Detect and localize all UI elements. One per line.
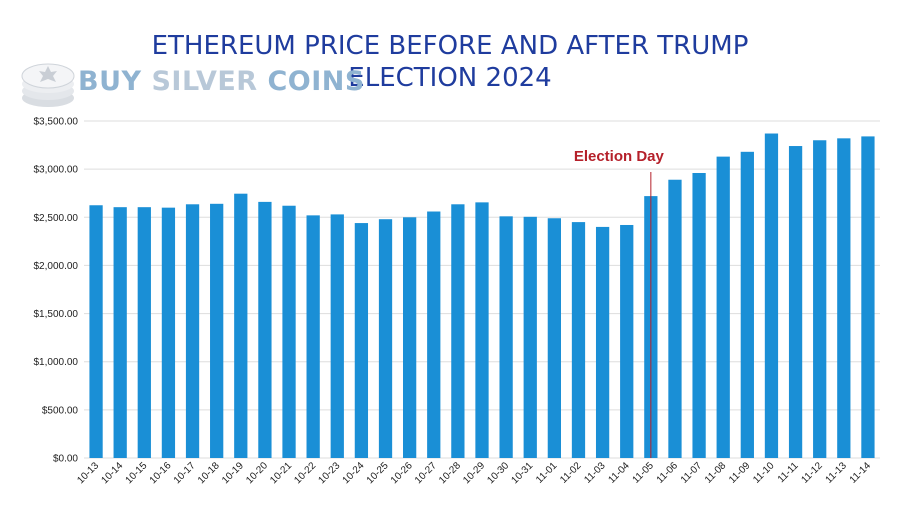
x-tick-label: 11-12	[799, 460, 825, 486]
bar-10-16	[161, 207, 176, 458]
x-tick-label: 10-13	[75, 460, 101, 486]
y-tick-label: $2,500.00	[34, 213, 79, 224]
annotations: Election Day	[574, 148, 665, 458]
bar-11-03	[595, 226, 610, 458]
x-tick-label: 10-27	[413, 460, 439, 486]
x-tick-label: 11-10	[751, 460, 777, 486]
x-tick-label: 10-19	[220, 460, 246, 486]
x-axis: 10-1310-1410-1510-1610-1710-1810-1910-20…	[75, 460, 873, 486]
logo-word-coins: COINS	[267, 66, 365, 97]
x-tick-label: 11-01	[534, 460, 560, 486]
bar-10-27	[427, 211, 441, 458]
x-tick-label: 11-02	[558, 460, 584, 486]
y-tick-label: $3,000.00	[34, 165, 79, 176]
x-tick-label: 10-21	[268, 460, 294, 486]
x-tick-label: 11-11	[776, 460, 801, 485]
silver-coin-stack-icon	[21, 63, 75, 107]
x-tick-label: 11-09	[727, 460, 753, 486]
x-tick-label: 11-06	[655, 460, 681, 486]
y-axis: $0.00 $500.00 $1,000.00 $1,500.00 $2,000.00 $…	[34, 117, 79, 465]
brand-logo: BUY SILVER COINS	[20, 58, 364, 110]
x-tick-label: 10-15	[124, 460, 150, 486]
y-tick-label: $500.00	[42, 405, 79, 416]
bar-11-13	[837, 138, 851, 458]
x-tick-label: 10-17	[172, 460, 198, 486]
bar-10-28	[451, 204, 465, 458]
x-tick-label: 11-13	[824, 460, 850, 486]
bar-11-12	[813, 140, 827, 458]
bar-11-09	[740, 151, 754, 458]
bar-11-08	[716, 156, 730, 458]
bar-11-11	[788, 146, 803, 458]
bar-11-07	[692, 172, 706, 458]
x-tick-label: 10-22	[292, 460, 318, 486]
x-tick-label: 10-31	[509, 460, 535, 486]
x-tick-label: 10-29	[461, 460, 487, 486]
x-tick-label: 11-07	[679, 460, 705, 486]
x-tick-label: 11-08	[703, 460, 729, 486]
bar-11-06	[668, 179, 682, 458]
logo-word-buy: BUY	[78, 66, 142, 97]
bar-10-20	[258, 201, 272, 458]
bar-10-18	[210, 203, 224, 458]
bar-10-29	[475, 202, 489, 458]
bar-11-01	[547, 218, 561, 458]
bar-10-24	[354, 223, 369, 458]
bar-10-30	[499, 216, 513, 458]
y-tick-label: $2,000.00	[34, 261, 79, 272]
brand-logo-text: BUY SILVER COINS	[78, 66, 365, 97]
x-tick-label: 11-03	[582, 460, 608, 486]
bar-10-25	[378, 219, 393, 458]
bar-10-26	[403, 217, 417, 458]
y-tick-label: $1,500.00	[34, 309, 79, 320]
bar-10-22	[306, 215, 320, 458]
y-tick-label: $1,000.00	[34, 357, 79, 368]
x-tick-label: 10-28	[437, 460, 463, 486]
y-tick-label: $3,500.00	[34, 117, 79, 128]
x-tick-label: 10-18	[196, 460, 222, 486]
logo-word-silver: SILVER	[151, 66, 258, 97]
x-tick-label: 10-20	[244, 460, 270, 486]
y-tick-label: $0.00	[53, 454, 78, 465]
bar-10-15	[137, 207, 151, 458]
bar-10-13	[89, 205, 103, 458]
x-tick-label: 10-30	[485, 460, 511, 486]
bar-10-17	[185, 204, 200, 458]
x-tick-label: 11-04	[607, 460, 633, 486]
x-tick-label: 10-14	[99, 460, 125, 486]
x-tick-label: 11-14	[848, 460, 874, 486]
x-tick-label: 10-23	[317, 460, 343, 486]
bar-10-19	[234, 193, 248, 458]
chart-title: ETHEREUM PRICE BEFORE AND AFTER TRUMP EL…	[151, 31, 749, 93]
x-tick-label: 10-16	[148, 460, 174, 486]
bar-11-14	[861, 136, 875, 459]
election-day-label: Election Day	[574, 148, 665, 165]
bar-series	[89, 133, 875, 459]
x-tick-label: 10-26	[389, 460, 415, 486]
bar-11-10	[764, 133, 779, 458]
bar-10-31	[523, 216, 537, 458]
x-tick-label: 10-25	[365, 460, 391, 486]
bar-11-02	[571, 222, 586, 458]
x-tick-label: 10-24	[341, 460, 367, 486]
bar-10-23	[330, 214, 344, 458]
x-tick-label: 11-05	[631, 460, 657, 486]
bar-10-21	[282, 205, 296, 458]
bar-10-14	[113, 207, 127, 458]
bar-11-04	[620, 224, 634, 458]
